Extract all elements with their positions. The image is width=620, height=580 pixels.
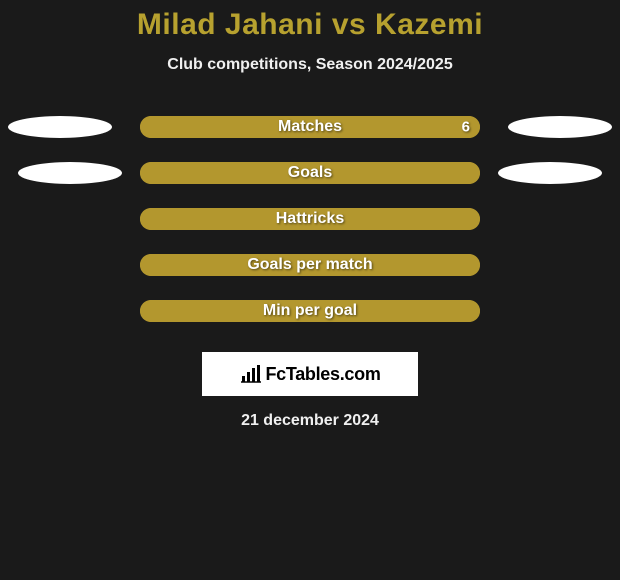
stat-row-matches: Matches 6	[0, 116, 620, 138]
page-title: Milad Jahani vs Kazemi	[0, 8, 620, 42]
right-value-ellipse	[498, 162, 602, 184]
stat-row-goals-per-match: Goals per match	[0, 254, 620, 276]
stat-value-right: 6	[462, 119, 470, 136]
stat-row-hattricks: Hattricks	[0, 208, 620, 230]
stat-label: Hattricks	[276, 210, 344, 228]
right-value-ellipse	[508, 116, 612, 138]
left-value-ellipse	[8, 116, 112, 138]
vs-text: vs	[332, 8, 366, 41]
stat-label: Min per goal	[263, 302, 357, 320]
stat-bar: Goals	[140, 162, 480, 184]
stat-bar: Hattricks	[140, 208, 480, 230]
comparison-widget: Milad Jahani vs Kazemi Club competitions…	[0, 0, 620, 430]
logo-text: FcTables.com	[265, 364, 380, 385]
player2-name: Kazemi	[375, 8, 483, 41]
stat-label: Matches	[278, 118, 342, 136]
left-value-ellipse	[18, 162, 122, 184]
stat-bar: Min per goal	[140, 300, 480, 322]
stat-label: Goals per match	[247, 256, 372, 274]
date-text: 21 december 2024	[0, 412, 620, 430]
stat-bar: Matches 6	[140, 116, 480, 138]
stat-label: Goals	[288, 164, 332, 182]
subtitle: Club competitions, Season 2024/2025	[0, 56, 620, 74]
source-logo: FcTables.com	[202, 352, 418, 396]
bar-chart-icon	[239, 364, 263, 384]
player1-name: Milad Jahani	[137, 8, 323, 41]
stat-row-min-per-goal: Min per goal	[0, 300, 620, 322]
stat-row-goals: Goals	[0, 162, 620, 184]
stat-rows: Matches 6 Goals Hattricks Goals per matc…	[0, 116, 620, 322]
stat-bar: Goals per match	[140, 254, 480, 276]
